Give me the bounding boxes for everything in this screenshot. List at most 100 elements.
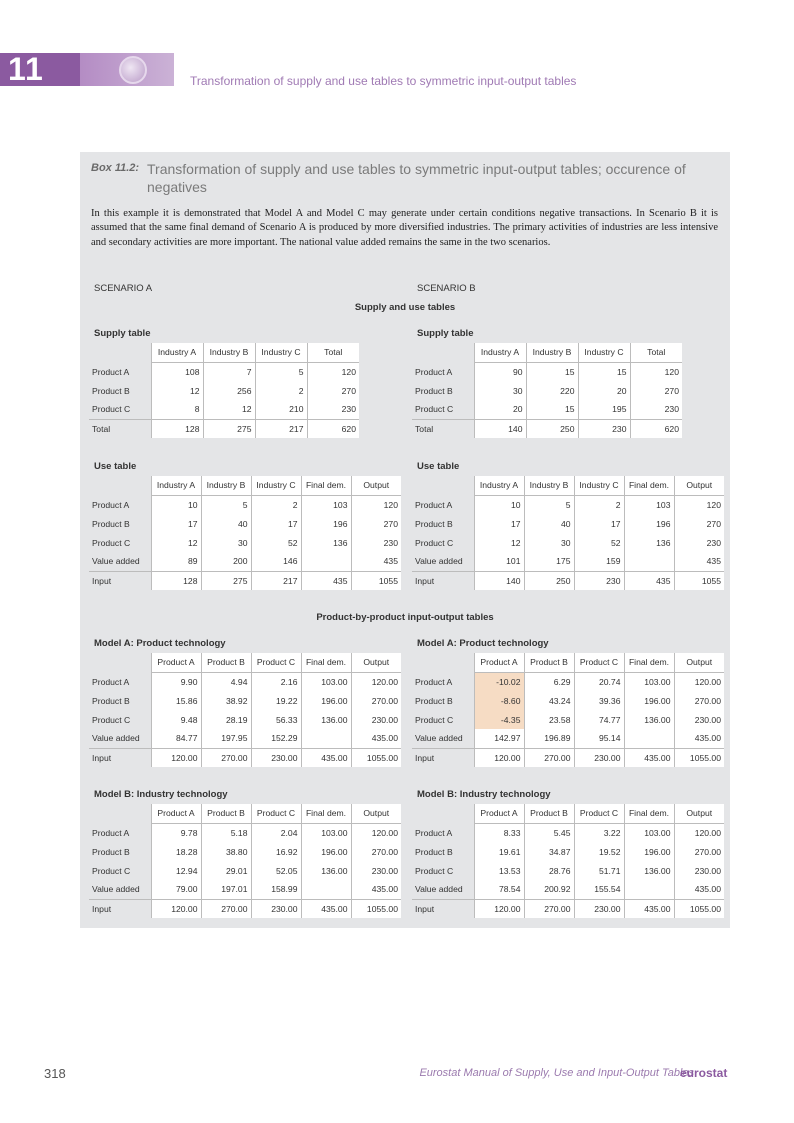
box-title: Transformation of supply and use tables … xyxy=(147,161,686,195)
table-cell: 7 xyxy=(202,362,255,381)
table-row: Product B 12 256 2 270 xyxy=(89,381,359,400)
table-row: Value added 84.77 197.95 152.29 435.00 xyxy=(89,729,401,748)
table-cell: 136.00 xyxy=(300,710,351,729)
table-cell: 620 xyxy=(306,418,359,438)
row-label: Product A xyxy=(89,823,151,842)
table-row: Product A 108 7 5 120 xyxy=(89,362,359,381)
table-cell: 196.00 xyxy=(300,842,351,861)
table-cell: 435 xyxy=(300,570,351,590)
table-row: Value added 79.00 197.01 158.99 435.00 xyxy=(89,880,401,899)
table-cell: 435.00 xyxy=(623,898,674,918)
row-label: Product A xyxy=(412,362,474,381)
table-cell: -4.35 xyxy=(473,710,524,729)
table-cell: 10 xyxy=(150,495,201,514)
table-cell: 12 xyxy=(202,400,255,419)
box-label: Box 11.2: xyxy=(91,162,140,174)
row-label: Value added xyxy=(412,880,474,899)
table-cell: 56.33 xyxy=(250,710,301,729)
column-header: Industry B xyxy=(523,476,574,496)
table-cell: 2.16 xyxy=(250,672,301,691)
model-a-b-title: Model A: Product technology xyxy=(417,638,549,649)
table-cell: 270.00 xyxy=(673,842,724,861)
table-cell: 12 xyxy=(150,533,201,552)
column-header: Total xyxy=(306,343,359,363)
row-label: Input xyxy=(412,898,474,918)
row-label: Product B xyxy=(89,842,151,861)
table-cell xyxy=(300,729,351,748)
table-row: Product B 17 40 17 196 270 xyxy=(412,514,724,533)
table-row: Product A 90 15 15 120 xyxy=(412,362,682,381)
footer-brand: eurostat xyxy=(680,1066,728,1080)
table-cell: 4.94 xyxy=(200,672,251,691)
table-cell: 230.00 xyxy=(673,861,724,880)
table-corner xyxy=(89,343,151,362)
table-cell: 17 xyxy=(250,514,301,533)
running-title: Transformation of supply and use tables … xyxy=(190,74,577,88)
table-corner xyxy=(412,653,474,672)
column-header: Industry C xyxy=(573,476,624,496)
table-cell: 2.04 xyxy=(250,823,301,842)
table-row: Total 128 275 217 620 xyxy=(89,418,359,438)
table-cell: 29.01 xyxy=(200,861,251,880)
table-cell: 5 xyxy=(200,495,251,514)
row-label: Product A xyxy=(89,672,151,691)
table-row: Product A 10 5 2 103 120 xyxy=(89,495,401,514)
table-row: Product C 12.94 29.01 52.05 136.00 230.00 xyxy=(89,861,401,880)
table-cell: 10 xyxy=(473,495,524,514)
model-a-a-title: Model A: Product technology xyxy=(94,638,226,649)
row-label: Value added xyxy=(89,729,151,748)
column-header: Industry A xyxy=(150,343,203,363)
column-header: Product B xyxy=(523,653,574,673)
table-cell: 17 xyxy=(473,514,524,533)
column-header: Output xyxy=(350,653,401,673)
table-cell: 128 xyxy=(150,418,203,438)
table-cell: 12.94 xyxy=(150,861,201,880)
model-b-b-title: Model B: Industry technology xyxy=(417,789,551,800)
model-b-table-a: Product A Product B Product C Final dem. Out… xyxy=(89,804,401,918)
row-label: Product C xyxy=(89,400,151,419)
table-corner xyxy=(412,343,474,362)
table-cell: 120.00 xyxy=(350,672,401,691)
row-label: Total xyxy=(89,418,151,438)
table-cell: 34.87 xyxy=(523,842,574,861)
row-label: Product A xyxy=(412,495,474,514)
table-cell: 1055.00 xyxy=(673,747,724,767)
table-cell: 620 xyxy=(629,418,682,438)
column-header: Industry C xyxy=(250,476,301,496)
table-cell: 79.00 xyxy=(150,880,201,899)
column-header: Final dem. xyxy=(300,653,351,673)
table-cell: 435 xyxy=(350,552,401,571)
table-cell: 38.80 xyxy=(200,842,251,861)
table-cell: 155.54 xyxy=(573,880,624,899)
table-cell: 9.48 xyxy=(150,710,201,729)
column-header: Industry C xyxy=(577,343,630,363)
table-cell: 435.00 xyxy=(300,898,351,918)
table-cell: 270 xyxy=(306,381,359,400)
table-row: Total 140 250 230 620 xyxy=(412,418,682,438)
row-label: Product B xyxy=(89,691,151,710)
supply-a-title: Supply table xyxy=(94,328,151,339)
row-label: Product A xyxy=(412,823,474,842)
row-label: Input xyxy=(412,570,474,590)
table-row: Product A 10 5 2 103 120 xyxy=(412,495,724,514)
table-cell: 230.00 xyxy=(250,898,301,918)
table-cell: 13.53 xyxy=(473,861,524,880)
row-label: Product B xyxy=(89,381,151,400)
table-cell: 197.95 xyxy=(200,729,251,748)
row-label: Product B xyxy=(89,514,151,533)
table-cell: 120 xyxy=(306,362,359,381)
table-cell: 230 xyxy=(573,570,624,590)
table-cell: 2 xyxy=(250,495,301,514)
table-row: Product B -8.60 43.24 39.36 196.00 270.00 xyxy=(412,691,724,710)
table-cell: 136 xyxy=(300,533,351,552)
table-row: Product A 8.33 5.45 3.22 103.00 120.00 xyxy=(412,823,724,842)
table-corner xyxy=(89,804,151,823)
table-cell: 84.77 xyxy=(150,729,201,748)
table-cell: 270.00 xyxy=(673,691,724,710)
table-row: Value added 101 175 159 435 xyxy=(412,552,724,571)
table-row: Input 140 250 230 435 1055 xyxy=(412,570,724,590)
column-header: Output xyxy=(673,653,724,673)
table-cell: 15.86 xyxy=(150,691,201,710)
table-cell: 78.54 xyxy=(473,880,524,899)
table-cell: 136 xyxy=(623,533,674,552)
